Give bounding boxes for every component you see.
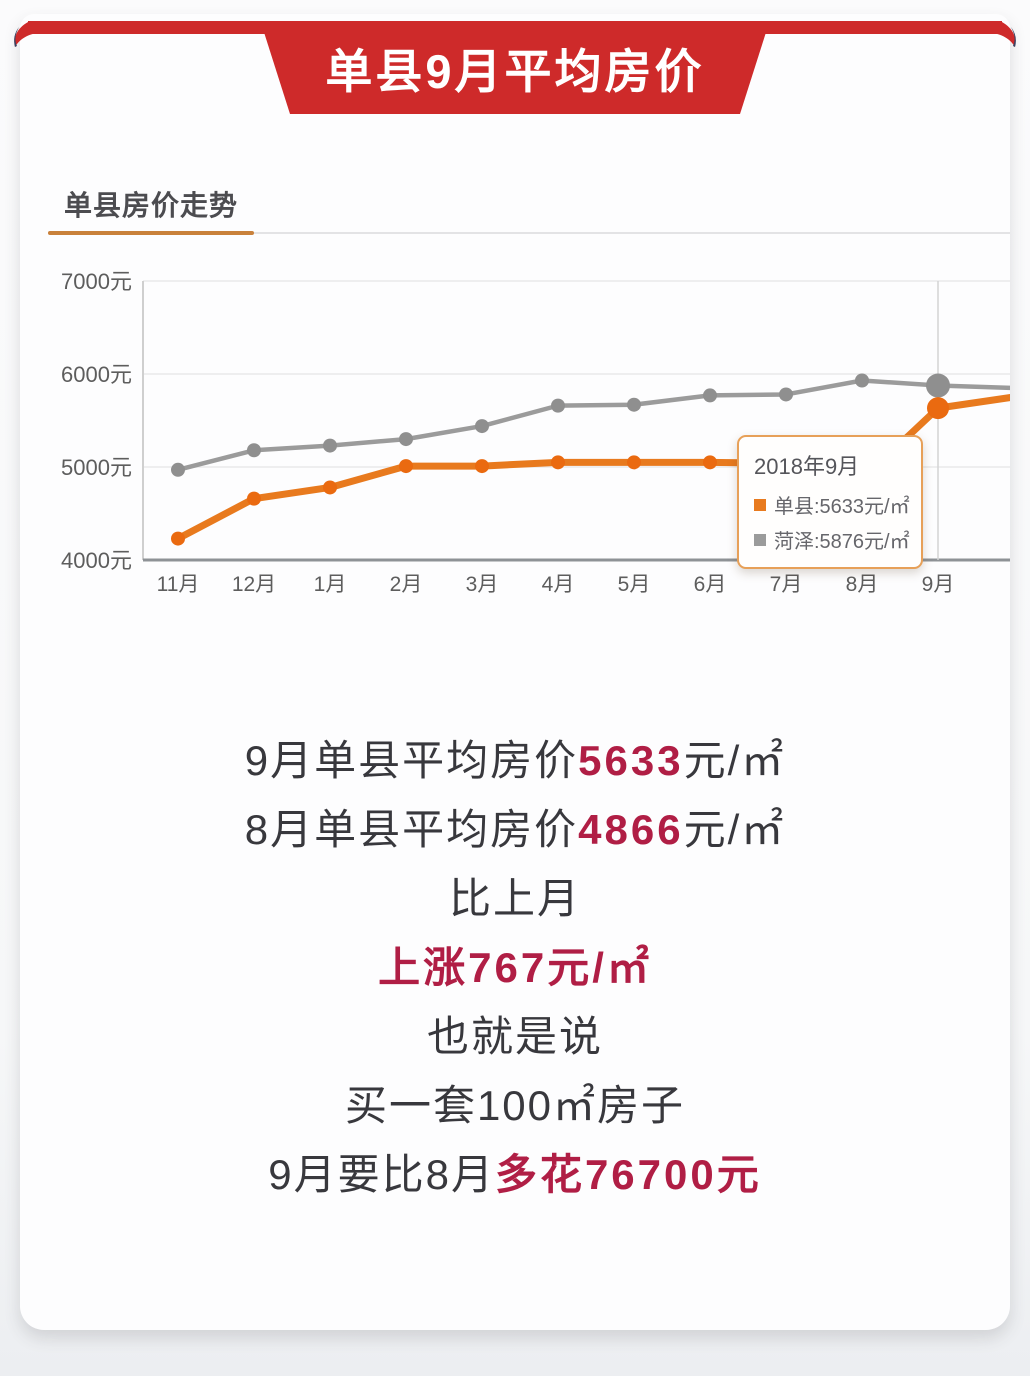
data-point <box>627 455 641 470</box>
x-axis-label: 6月 <box>694 573 727 596</box>
summary-text: 9月要比8月 <box>268 1151 495 1198</box>
summary-number: 4866 <box>578 806 684 853</box>
tooltip-shanxian-value: 单县:5633元/㎡ <box>774 496 910 518</box>
x-axis-label: 1月 <box>314 573 347 596</box>
summary-text: 也就是说 <box>426 1013 603 1060</box>
tooltip-row-shanxian: 单县:5633元/㎡ <box>754 490 910 519</box>
data-point <box>475 459 489 474</box>
summary-unit: 元/㎡ <box>683 737 786 784</box>
y-axis-label: 5000元 <box>61 455 132 480</box>
data-point <box>475 419 489 434</box>
data-point <box>247 491 261 506</box>
x-axis-label: 9月 <box>922 573 955 596</box>
chart-tooltip: 2018年9月 单县:5633元/㎡ 菏泽:5876元/㎡ <box>737 435 923 569</box>
summary-text: 买一套100㎡房子 <box>344 1082 686 1129</box>
data-point <box>323 438 337 453</box>
data-point <box>247 443 261 458</box>
summary-text: 比上月 <box>448 875 581 922</box>
y-axis-label: 6000元 <box>61 362 132 387</box>
summary-unit: 元/㎡ <box>683 806 786 853</box>
summary-line-2: 8月单县平均房价4866元/㎡ <box>20 795 1010 864</box>
data-point <box>551 398 565 413</box>
x-axis-label: 12月 <box>232 573 276 596</box>
data-point <box>779 387 793 402</box>
summary-highlight: 上涨767元/㎡ <box>378 944 652 991</box>
tooltip-heze-value: 菏泽:5876元/㎡ <box>774 531 910 553</box>
summary-line-1: 9月单县平均房价5633元/㎡ <box>20 726 1010 795</box>
divider-gray-line <box>48 232 1010 234</box>
data-point <box>399 459 413 474</box>
data-point <box>855 373 869 388</box>
title-ribbon: 单县9月平均房价 <box>14 21 1016 114</box>
data-point <box>551 455 565 470</box>
heze-series-swatch <box>754 533 766 546</box>
summary-highlight: 多花76700元 <box>494 1151 762 1198</box>
content-card: 单县房价走势 4000元 5000元 6000元 7000元 11月 12月 1月 2月 3月 4… <box>20 14 1010 1330</box>
summary-line-4: 上涨767元/㎡ <box>20 933 1010 1002</box>
x-axis-label: 3月 <box>466 573 499 596</box>
y-axis-label: 7000元 <box>61 269 132 294</box>
data-point <box>926 373 950 398</box>
data-point <box>323 480 337 495</box>
summary-line-5: 也就是说 <box>20 1002 1010 1071</box>
x-axis-label: 2月 <box>390 573 423 596</box>
x-axis-label: 7月 <box>770 573 803 596</box>
x-axis-label: 8月 <box>846 573 879 596</box>
y-axis-label: 4000元 <box>61 548 132 573</box>
summary-number: 5633 <box>578 737 684 784</box>
page-title: 单县9月平均房价 <box>325 45 704 98</box>
summary-line-7: 9月要比8月多花76700元 <box>20 1140 1010 1209</box>
data-point <box>703 455 717 470</box>
series-line <box>175 378 1010 473</box>
data-point <box>703 388 717 403</box>
summary-line-3: 比上月 <box>20 864 1010 933</box>
ribbon-shape <box>14 21 1016 114</box>
divider-orange-accent <box>48 231 254 235</box>
tooltip-row-heze: 菏泽:5876元/㎡ <box>754 525 910 554</box>
data-point <box>627 397 641 412</box>
data-point <box>171 531 185 546</box>
x-axis-label: 5月 <box>618 573 651 596</box>
data-point <box>927 397 949 420</box>
shanxian-series-swatch <box>754 498 766 511</box>
x-axis-label: 11月 <box>157 573 200 596</box>
chart-section-title: 单县房价走势 <box>64 190 239 221</box>
summary-text: 8月单县平均房价 <box>244 806 579 853</box>
summary-text: 9月单县平均房价 <box>244 737 579 784</box>
summary-text-block: 9月单县平均房价5633元/㎡ 8月单县平均房价4866元/㎡ 比上月 上涨76… <box>20 726 1010 1209</box>
x-axis-label: 4月 <box>542 573 575 596</box>
tooltip-date: 2018年9月 <box>754 454 860 479</box>
price-trend-chart[interactable]: 4000元 5000元 6000元 7000元 11月 12月 1月 2月 3月 4月 5月 6月 7月… <box>20 266 1010 606</box>
section-divider <box>48 231 1010 235</box>
data-point <box>399 432 413 447</box>
data-point <box>171 462 185 477</box>
line-chart-canvas[interactable]: 4000元 5000元 6000元 7000元 11月 12月 1月 2月 3月 4月 5月 6月 7月… <box>20 266 1010 606</box>
summary-line-6: 买一套100㎡房子 <box>20 1071 1010 1140</box>
